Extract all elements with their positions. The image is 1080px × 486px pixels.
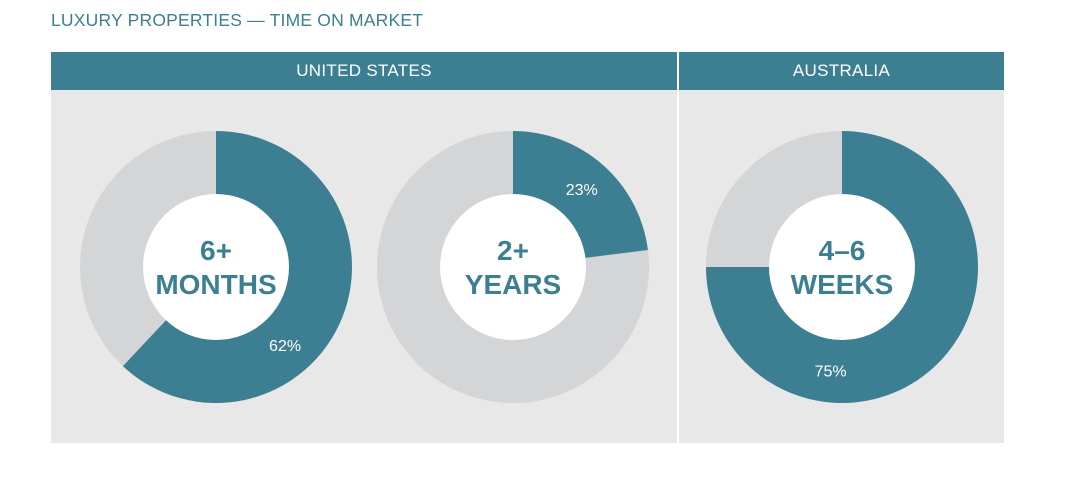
panel-header-australia: AUSTRALIA — [679, 52, 1004, 90]
panel-header-united-states: UNITED STATES — [51, 52, 677, 90]
donut-center-label-line-2: MONTHS — [155, 269, 276, 300]
donut-center-label-line-1: 4–6 — [819, 235, 866, 266]
donut-center-label-line-2: WEEKS — [791, 269, 894, 300]
donut-chart-1: 6+MONTHS 62% — [79, 131, 352, 403]
donut-value-label: 62% — [269, 338, 301, 355]
donut-hole — [440, 194, 586, 340]
donut-center-label-line-1: 6+ — [200, 235, 232, 266]
donut-value-label: 23% — [566, 182, 598, 199]
donut-hole — [143, 194, 289, 340]
panel-divider — [677, 52, 679, 443]
donut-chart-2: 2+YEARS 23% — [376, 131, 649, 403]
page-title: LUXURY PROPERTIES — TIME ON MARKET — [51, 10, 424, 30]
donut-hole — [769, 194, 915, 340]
donut-center-label-line-2: YEARS — [465, 269, 561, 300]
donut-center-label-line-1: 2+ — [497, 235, 529, 266]
donut-value-label: 75% — [815, 363, 847, 380]
